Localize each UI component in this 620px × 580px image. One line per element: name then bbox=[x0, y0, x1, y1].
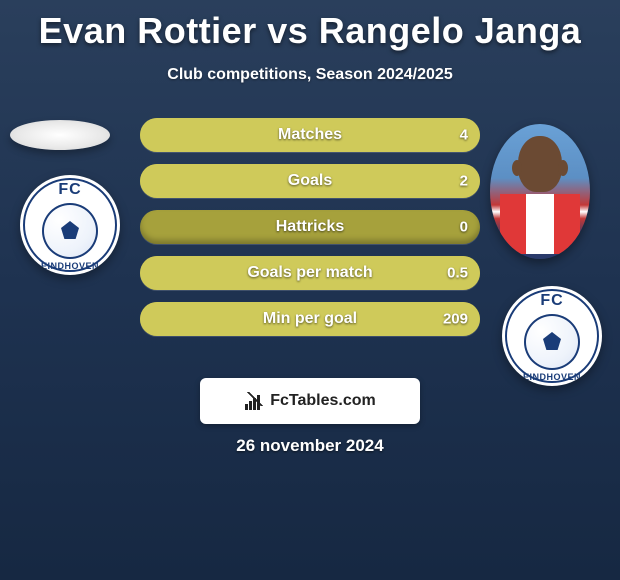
club-logo-right: FC EINDHOVEN bbox=[502, 286, 602, 386]
stat-label: Hattricks bbox=[140, 218, 480, 236]
stat-right-value: 0 bbox=[460, 219, 468, 236]
stat-row: Matches4 bbox=[140, 118, 480, 152]
stat-row: Goals per match0.5 bbox=[140, 256, 480, 290]
chart-icon bbox=[244, 392, 264, 410]
stat-row: Min per goal209 bbox=[140, 302, 480, 336]
stat-right-value: 2 bbox=[460, 173, 468, 190]
stat-row: Hattricks0 bbox=[140, 210, 480, 244]
stat-rows: Matches4Goals2Hattricks0Goals per match0… bbox=[140, 118, 480, 348]
stat-label: Min per goal bbox=[140, 310, 480, 328]
stat-right-value: 209 bbox=[443, 311, 468, 328]
club-bottom-text: EINDHOVEN bbox=[20, 261, 120, 271]
player-left-photo bbox=[10, 120, 110, 150]
stat-right-value: 0.5 bbox=[447, 265, 468, 282]
club-top-text: FC bbox=[20, 181, 120, 199]
badge-text: FcTables.com bbox=[270, 392, 376, 410]
player-right-photo bbox=[490, 124, 590, 259]
stat-label: Goals bbox=[140, 172, 480, 190]
club-bottom-text: EINDHOVEN bbox=[502, 372, 602, 382]
club-top-text: FC bbox=[502, 292, 602, 310]
stat-row: Goals2 bbox=[140, 164, 480, 198]
fctables-badge: FcTables.com bbox=[200, 378, 420, 424]
stat-right-value: 4 bbox=[460, 127, 468, 144]
stat-label: Goals per match bbox=[140, 264, 480, 282]
club-logo-left: FC EINDHOVEN bbox=[20, 175, 120, 275]
subtitle: Club competitions, Season 2024/2025 bbox=[0, 66, 620, 84]
stat-label: Matches bbox=[140, 126, 480, 144]
date: 26 november 2024 bbox=[0, 436, 620, 456]
page-title: Evan Rottier vs Rangelo Janga bbox=[0, 0, 620, 52]
